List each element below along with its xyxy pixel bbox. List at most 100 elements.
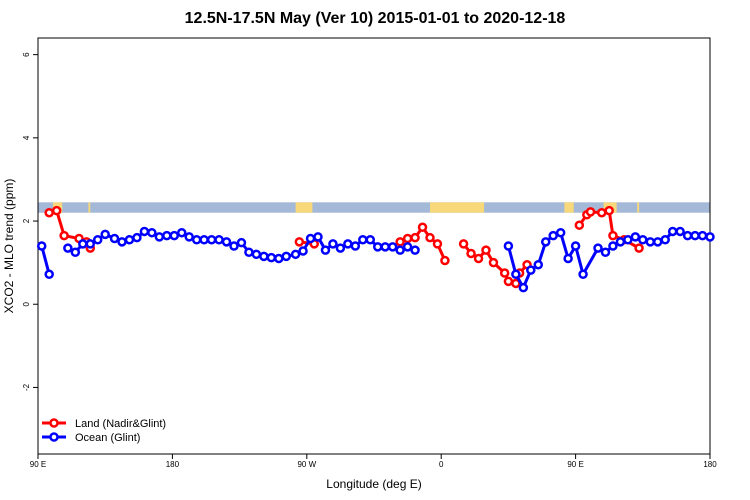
data-point — [221, 237, 232, 247]
legend: Land (Nadir&Glint) Ocean (Glint) — [42, 418, 166, 444]
data-point — [51, 205, 62, 216]
data-point — [432, 239, 443, 249]
data-point — [440, 255, 450, 266]
chart-title: 12.5N-17.5N May (Ver 10) 2015-01-01 to 2… — [184, 10, 566, 27]
data-point — [652, 237, 663, 247]
data-point — [251, 249, 262, 260]
data-point — [425, 232, 435, 243]
data-point — [675, 226, 685, 237]
data-point — [481, 245, 491, 255]
ocean-band — [38, 202, 710, 213]
x-tick-label: 90 E — [30, 460, 46, 469]
land-band — [295, 202, 313, 213]
data-point — [176, 227, 187, 238]
data-point — [615, 237, 626, 247]
x-tick-label: 180 — [166, 460, 180, 469]
land-band — [637, 202, 640, 213]
data-point — [608, 230, 618, 241]
data-point — [466, 248, 476, 259]
data-point — [488, 257, 499, 268]
data-point — [630, 232, 641, 242]
data-point — [503, 241, 514, 251]
data-point — [169, 230, 180, 241]
data-point — [667, 226, 678, 237]
data-point — [139, 226, 150, 237]
data-point — [608, 241, 618, 251]
data-point — [36, 241, 47, 251]
legend-label: Ocean (Glint) — [75, 432, 140, 444]
data-point — [533, 259, 544, 270]
data-point — [387, 242, 398, 252]
y-tick-label: 0 — [22, 301, 31, 306]
data-point — [526, 265, 536, 275]
data-point — [570, 241, 581, 251]
data-point — [518, 282, 529, 293]
data-point — [191, 235, 202, 245]
data-point — [402, 242, 413, 252]
data-point — [117, 237, 127, 247]
data-point — [395, 245, 405, 255]
legend-marker — [49, 418, 59, 428]
data-point — [638, 235, 648, 245]
data-point — [395, 237, 405, 247]
data-point — [259, 251, 269, 262]
legend-label: Land (Nadir&Glint) — [75, 418, 166, 430]
data-point — [44, 207, 54, 218]
x-tick-label: 90 W — [297, 460, 316, 469]
axes: 90 E 180 90 W 0 90 E 180 -2 0 2 4 6 — [22, 52, 717, 469]
x-tick-label: 0 — [439, 460, 444, 469]
data-series — [36, 205, 715, 293]
legend-marker — [49, 432, 59, 442]
data-point — [85, 239, 96, 249]
data-point — [499, 268, 510, 278]
data-point — [266, 252, 277, 263]
x-axis-label: Longitude (deg E) — [326, 477, 421, 491]
land-band — [88, 202, 91, 213]
data-point — [184, 232, 194, 242]
data-point — [417, 222, 428, 233]
y-tick-label: 4 — [22, 135, 31, 140]
data-point — [162, 230, 172, 241]
data-point — [410, 232, 420, 243]
data-point — [290, 249, 301, 260]
data-point — [548, 230, 558, 241]
data-point — [697, 230, 708, 241]
data-point — [274, 253, 284, 264]
data-point — [596, 207, 607, 218]
data-point — [343, 239, 353, 249]
data-point — [623, 235, 633, 245]
data-point — [660, 235, 670, 245]
data-point — [604, 205, 614, 216]
data-point — [585, 207, 596, 217]
data-point — [365, 235, 376, 245]
data-point — [503, 276, 514, 287]
data-point — [335, 243, 346, 253]
data-point — [70, 247, 81, 257]
data-point — [593, 243, 603, 253]
data-point — [109, 233, 120, 244]
data-point — [358, 235, 368, 245]
data-point — [214, 235, 224, 245]
data-point — [320, 245, 331, 255]
data-point — [63, 243, 73, 253]
series-line — [40, 245, 51, 275]
data-point — [92, 235, 103, 245]
series-line — [506, 229, 711, 291]
data-point — [402, 233, 413, 244]
y-axis-label: XCO2 - MLO trend (ppm) — [2, 179, 16, 314]
data-point — [540, 237, 551, 247]
y-tick-label: 6 — [22, 52, 31, 57]
data-point — [410, 245, 420, 255]
data-point — [578, 269, 588, 280]
data-point — [574, 220, 585, 230]
data-point — [132, 232, 142, 243]
data-point — [244, 247, 254, 257]
data-point — [236, 237, 247, 248]
data-point — [294, 237, 305, 247]
data-point — [298, 246, 308, 256]
data-point — [154, 232, 165, 242]
data-point — [199, 235, 209, 245]
data-point — [645, 237, 656, 247]
data-point — [78, 239, 88, 249]
